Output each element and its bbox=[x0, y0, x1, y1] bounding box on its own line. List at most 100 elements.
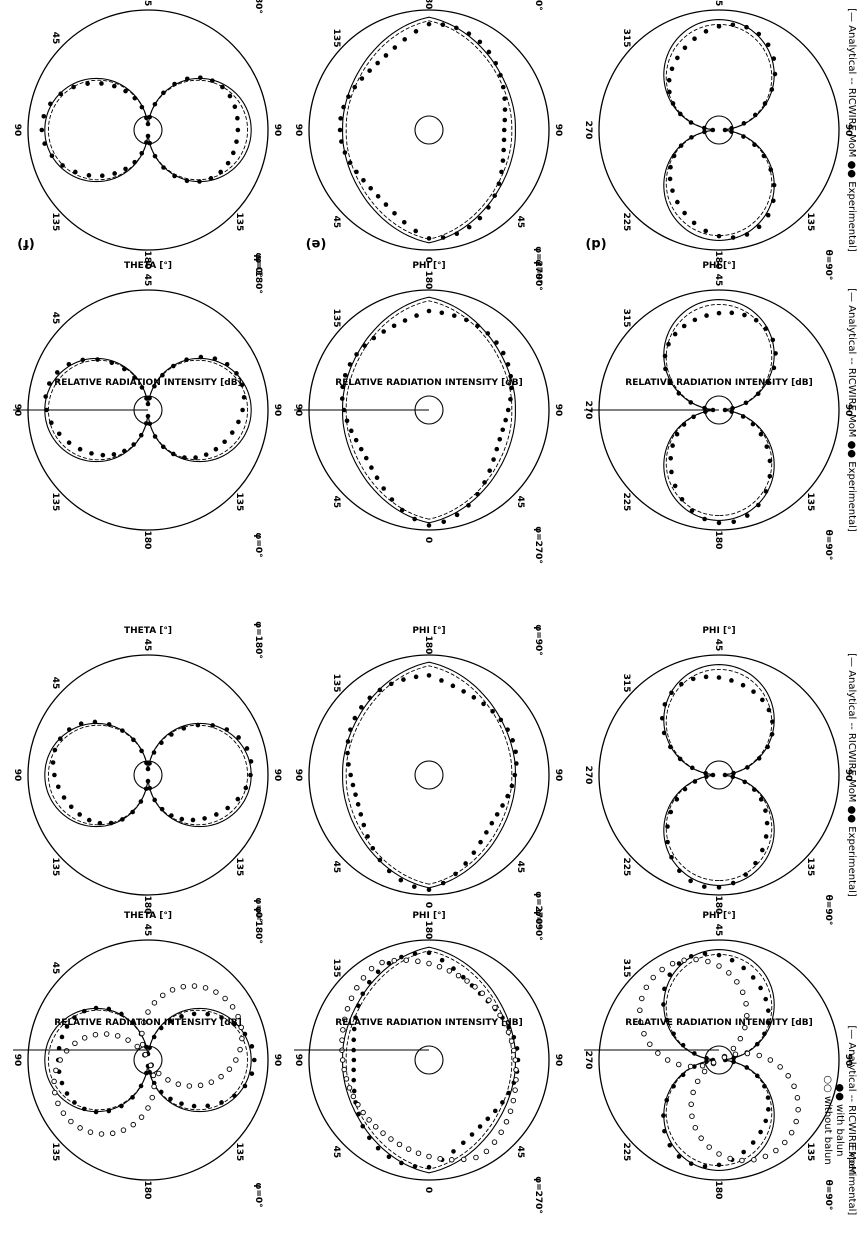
panel-a-row3-without-balun-point bbox=[238, 1024, 244, 1031]
panel-a-row2-experimental-point bbox=[375, 969, 381, 975]
panel-a-row3-without-balun-point bbox=[222, 995, 228, 1002]
panel-b-row2-experimental-point bbox=[489, 820, 495, 826]
panel-c-row1-angle-tick: 315 bbox=[621, 309, 631, 328]
panel-a-row2-experimental-point bbox=[469, 1132, 475, 1137]
panel-a-row2-without-balun-point bbox=[437, 1155, 443, 1162]
panel-b-row3-experimental-point bbox=[78, 721, 84, 727]
panel-c-row3-angle-tick: 135 bbox=[234, 493, 244, 512]
panel-a-row2-without-balun-point bbox=[511, 1047, 517, 1054]
panel-c-row1-experimental-point bbox=[702, 516, 707, 522]
panel-d-row1-experimental-point bbox=[678, 143, 684, 148]
panel-a-row3-without-balun-point bbox=[218, 1073, 224, 1080]
panel-d-row2-experimental-point bbox=[499, 169, 504, 175]
panel-d-row2-experimental-point bbox=[375, 60, 380, 66]
panel-d-row2-experimental-point bbox=[486, 205, 491, 210]
legend-with-balun: ●● with balun bbox=[834, 1084, 845, 1157]
panel-a-row1-angle-tick: 90 bbox=[843, 1054, 853, 1067]
panel-c-row2-axis-label: PHI [°] bbox=[412, 261, 445, 271]
panel-c-row1-analytical-line bbox=[663, 299, 775, 521]
panel-c-row1-experimental-point bbox=[679, 496, 685, 502]
panel-a-row3-experimental-point bbox=[82, 1008, 87, 1014]
panel-b-row2-experimental-point bbox=[512, 772, 518, 778]
phi90-label: φ=90° bbox=[533, 259, 543, 291]
panel-d-row1-experimental-point bbox=[769, 87, 775, 92]
panel-c-row1-experimental-point bbox=[666, 341, 671, 347]
panel-a-row2-without-balun-point bbox=[339, 1037, 345, 1043]
panel-b-row1-experimental-point bbox=[679, 681, 684, 687]
panel-d-row1-experimental-point bbox=[730, 22, 736, 28]
panel-c-row1-experimental-point bbox=[773, 351, 778, 356]
panel-a-row1-without-balun-point bbox=[767, 1057, 774, 1063]
panel-a-row2-without-balun-point bbox=[366, 1117, 372, 1123]
panel-b-row3-experimental-point bbox=[139, 748, 144, 754]
panel-b-row1-axis-label: PHI [°] bbox=[702, 626, 735, 636]
panel-a-row3-without-balun-point bbox=[145, 1105, 151, 1111]
panel-a-row3-experimental-point bbox=[151, 1034, 157, 1040]
panel-a-row3-without-balun-point bbox=[150, 1072, 157, 1079]
panel-c-row2-experimental-point bbox=[353, 437, 359, 443]
phi180-label: φ=180° bbox=[253, 0, 263, 14]
panel-c-row1-experimental-point bbox=[753, 317, 759, 323]
panel-b-row1-angle-tick: 90 bbox=[843, 769, 853, 782]
panel-a-row3-without-balun-point bbox=[130, 1121, 136, 1128]
panel-a-row2-experimental-point bbox=[367, 979, 372, 985]
panel-d-row3-outer-circle bbox=[27, 9, 269, 251]
panel-d-row2-experimental-point bbox=[346, 94, 351, 99]
legend-without-balun: ○○ without balun bbox=[822, 1075, 833, 1164]
panel-a-row3-experimental-point bbox=[64, 1024, 70, 1029]
panel-b-row3-experimental-point bbox=[108, 820, 114, 826]
panel-c-row2-analytical-line bbox=[342, 296, 516, 524]
panel-a-row2-without-balun-point bbox=[505, 1029, 512, 1035]
panel-a-row1-experimental-point bbox=[662, 1128, 667, 1134]
panel-b-row1-experimental-point bbox=[662, 702, 668, 707]
panel-b-row1-angle-tick: 180 bbox=[713, 896, 723, 915]
panel-d-row3-experimental-point bbox=[161, 165, 166, 170]
panel-b-row1-experimental-point bbox=[674, 797, 680, 802]
panel-b-row3-experimental-point bbox=[55, 784, 61, 790]
panel-c-row1-experimental-point bbox=[770, 337, 776, 343]
panel-d-row3-angle-tick: 45 bbox=[50, 32, 60, 45]
panel-d-row1-experimental-point bbox=[671, 153, 677, 159]
panel-d-row2-experimental-point bbox=[341, 104, 346, 110]
panel-a-row2-without-balun-point bbox=[350, 1093, 357, 1100]
panel-a-row2-experimental-point bbox=[460, 974, 466, 980]
panel-d-row1-experimental-point bbox=[682, 210, 687, 216]
panel-d-row1-experimental-point bbox=[670, 188, 675, 193]
panel-a-row2-without-balun-point bbox=[501, 1020, 508, 1027]
panel-a-row2-experimental-point bbox=[485, 1116, 491, 1122]
panel-b-row2-experimental-point bbox=[348, 772, 353, 778]
panel-a-row3-without-balun-point bbox=[197, 1082, 204, 1089]
panel-a-row3-experimental-point bbox=[93, 1109, 99, 1115]
panel-a-row3-experimental-point bbox=[130, 1095, 135, 1100]
panel-c-row3-experimental-point bbox=[241, 395, 247, 400]
panel-a-row1-without-balun-point bbox=[698, 1135, 704, 1141]
panel-d-row3-experimental-point bbox=[145, 121, 151, 127]
panel-a-row1-experimental-point bbox=[762, 1083, 767, 1089]
panel-c-row2-experimental-point bbox=[505, 362, 511, 367]
panel-d-row1-angle-tick: 135 bbox=[805, 213, 815, 232]
panel-d-row1-experimental-point bbox=[702, 129, 707, 135]
panel-a-row1-without-balun-point bbox=[788, 1129, 795, 1136]
panel-b-row3-experimental-point bbox=[106, 722, 112, 727]
panel-a-row3-without-balun-point bbox=[191, 983, 198, 989]
panel-a-row1-without-balun-point bbox=[785, 1073, 791, 1079]
panel-c-row2-experimental-point bbox=[374, 475, 380, 481]
panel-b-row1-experimental-point bbox=[766, 707, 772, 713]
panel-a-row1-experimental-point bbox=[680, 1072, 686, 1078]
panel-d-row1-angle-tick: 45 bbox=[713, 0, 723, 6]
panel-c-row2-experimental-point bbox=[426, 308, 432, 314]
panel-d-row3-experimental-point bbox=[197, 179, 202, 184]
db-scale-title: RELATIVE RADIATION INTENSITY [dB] bbox=[625, 378, 812, 388]
panel-a-row1-without-balun-point bbox=[699, 1063, 706, 1069]
panel-a-row2-without-balun-point bbox=[507, 1108, 514, 1114]
panel-a-row3-without-balun-point bbox=[149, 1094, 155, 1101]
panel-c-row1-experimental-point bbox=[669, 469, 674, 475]
panel-a-row2-angle-tick: 45 bbox=[515, 1146, 525, 1159]
panel-d-row1-experimental-point bbox=[744, 24, 749, 30]
panel-d-row2-experimental-point bbox=[359, 76, 365, 81]
panel-a-row1-experimental-point bbox=[702, 951, 708, 956]
panel-a-row3-without-balun-point bbox=[213, 989, 219, 995]
panel-b-row1-experimental-point bbox=[731, 770, 736, 776]
panel-b-row1-analytical-line bbox=[663, 664, 775, 886]
